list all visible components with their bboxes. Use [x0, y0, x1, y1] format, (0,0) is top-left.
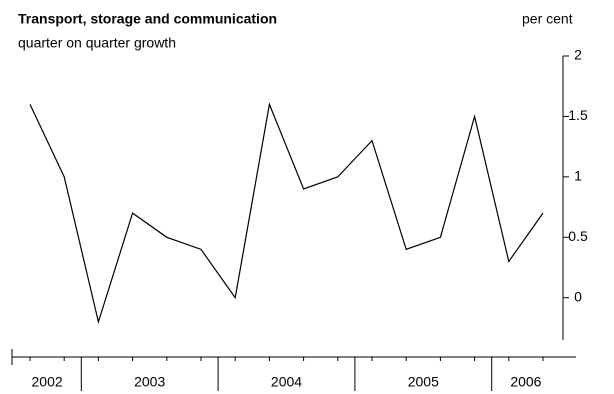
x-tick-label: 2005 — [408, 374, 439, 390]
line — [29, 102, 544, 325]
y-tick-label: 0.5 — [568, 228, 588, 244]
y-tick-label: 1.5 — [568, 107, 588, 123]
x-tick-label: 2006 — [510, 374, 541, 390]
chart-title: Transport, storage and communication — [18, 11, 277, 27]
chart-subtitle: quarter on quarter growth — [18, 35, 176, 51]
x-tick-label: 2004 — [271, 374, 302, 390]
y-tick-label: 2 — [574, 47, 582, 63]
x-tick-label: 2002 — [32, 374, 63, 390]
y-axis-label: per cent — [522, 11, 573, 27]
y-tick-label: 1 — [574, 168, 582, 184]
y-tick-label: 0 — [574, 288, 582, 304]
x-tick-label: 2003 — [134, 374, 165, 390]
